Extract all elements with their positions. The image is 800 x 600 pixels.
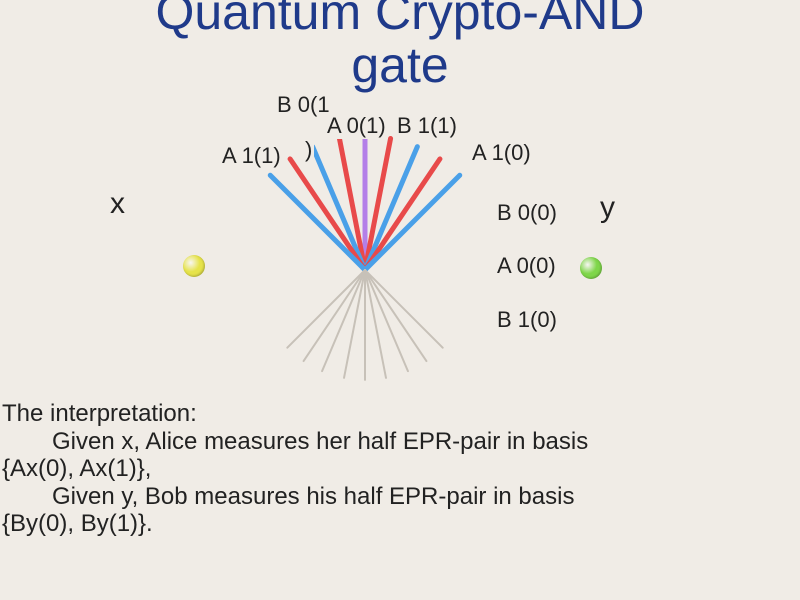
body-l2: Given x, Alice measures her half EPR-pai…	[2, 428, 798, 456]
title-line-1: Quantum Crypto-AND	[155, 0, 644, 40]
vector-label: B 0(0)	[495, 200, 559, 226]
interpretation-text: The interpretation: Given x, Alice measu…	[2, 400, 798, 538]
vector-label: B 1(1)	[395, 113, 459, 139]
body-l3: {Ax(0), Ax(1)},	[2, 455, 151, 482]
title-line-2: gate	[351, 37, 448, 93]
ray	[365, 270, 443, 348]
axis-label: x	[110, 187, 125, 221]
page-title: Quantum Crypto-AND gate	[0, 0, 800, 91]
ray	[365, 270, 408, 371]
ray	[322, 270, 365, 371]
body-l1: The interpretation:	[2, 400, 197, 427]
body-l5: {By(0), By(1)}.	[2, 510, 153, 537]
vector-label: A 1(0)	[470, 140, 533, 166]
vector-label: B 1(0)	[495, 307, 559, 333]
particle-dot	[580, 257, 602, 279]
vector-label: )	[303, 137, 314, 163]
vector-label: A 1(1)	[220, 143, 283, 169]
vector-label: A 0(1)	[325, 113, 388, 139]
vector-label: A 0(0)	[495, 253, 558, 279]
vector-label: B 0(1	[275, 92, 332, 118]
axis-label: y	[600, 191, 615, 225]
particle-dot	[183, 255, 205, 277]
vector-diagram: B 0(1)A 0(1)B 1(1)A 1(1)A 1(0)B 0(0)A 0(…	[185, 95, 545, 415]
body-l4: Given y, Bob measures his half EPR-pair …	[2, 483, 798, 511]
ray	[287, 270, 365, 348]
